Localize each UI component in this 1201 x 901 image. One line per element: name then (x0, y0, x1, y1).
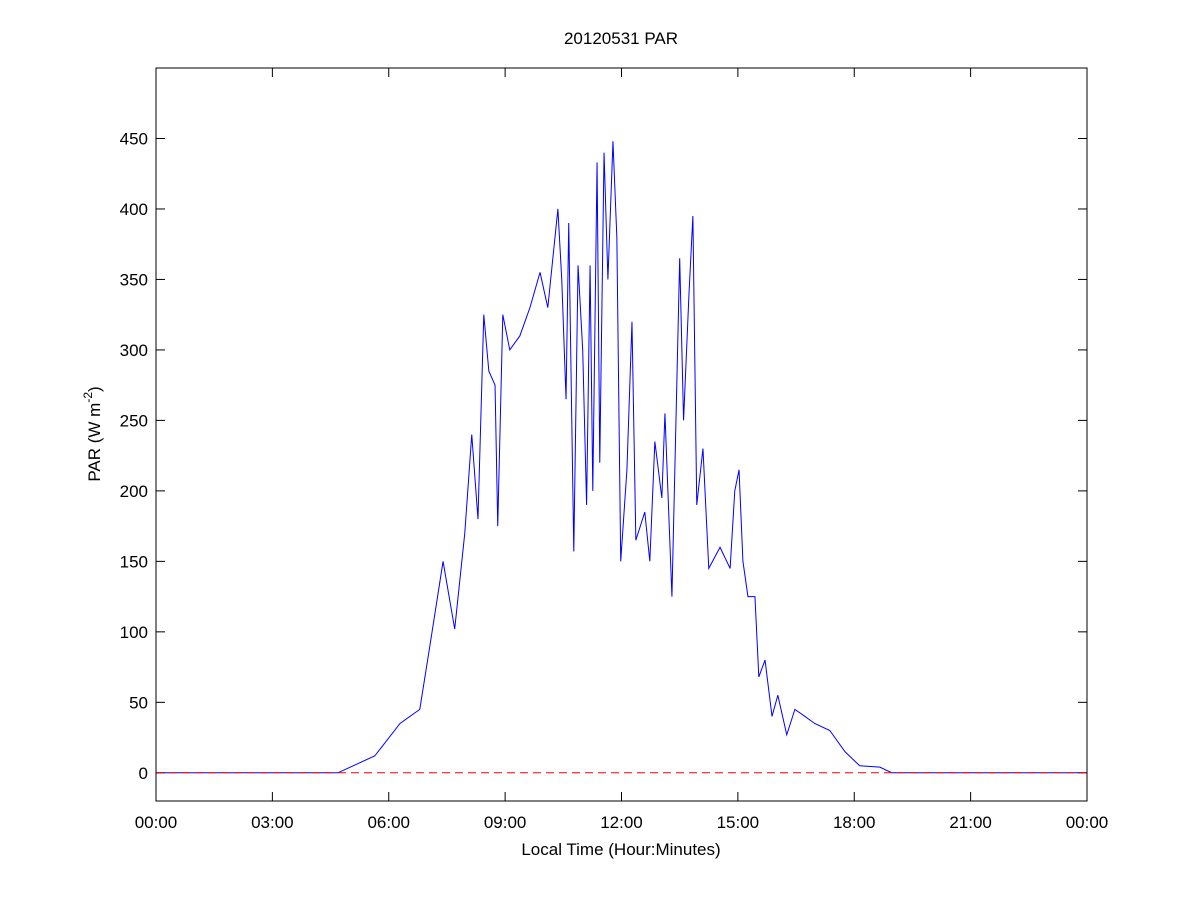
chart-title: 20120531 PAR (564, 29, 678, 48)
x-tick-label: 00:00 (135, 813, 178, 832)
x-tick-label: 21:00 (949, 813, 992, 832)
y-tick-label: 200 (120, 482, 148, 501)
y-axis-label-suffix: ) (85, 386, 104, 392)
y-tick-label: 250 (120, 411, 148, 430)
x-tick-label: 03:00 (251, 813, 294, 832)
y-tick-label: 450 (120, 129, 148, 148)
x-tick-label: 12:00 (600, 813, 643, 832)
y-tick-label: 150 (120, 552, 148, 571)
y-axis-label-superscript: -2 (81, 392, 95, 403)
x-tick-label: 09:00 (484, 813, 527, 832)
x-tick-label: 18:00 (833, 813, 876, 832)
y-axis-label: PAR (W m-2) (81, 386, 104, 481)
x-tick-label: 15:00 (717, 813, 760, 832)
x-tick-label: 00:00 (1066, 813, 1109, 832)
y-tick-label: 50 (129, 693, 148, 712)
x-tick-label: 06:00 (367, 813, 410, 832)
data-line (156, 141, 1087, 774)
y-tick-label: 0 (139, 764, 148, 783)
plot-frame (155, 67, 1088, 802)
y-tick-label: 100 (120, 623, 148, 642)
y-axis-label-text: PAR (W m (85, 403, 104, 482)
x-axis-label: Local Time (Hour:Minutes) (521, 840, 720, 859)
y-tick-label: 300 (120, 341, 148, 360)
y-tick-label: 350 (120, 270, 148, 289)
y-tick-label: 400 (120, 200, 148, 219)
